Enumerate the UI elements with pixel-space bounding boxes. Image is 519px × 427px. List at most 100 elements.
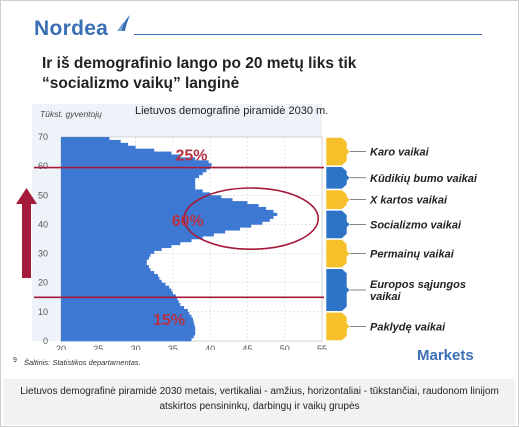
slide: Nordea Ir iš demografinio lango po 20 me… [4,4,515,378]
x-tick-label: 30 [131,344,141,350]
generation-bracket-1 [325,166,351,190]
generation-bracket-4 [325,239,351,268]
y-tick-label: 40 [38,219,48,229]
bar-age-10 [61,308,188,313]
bar-age-9 [61,311,190,316]
generation-label-2: X kartos vaikai [369,195,448,207]
bar-age-68 [61,139,121,144]
bar-age-56 [61,174,199,179]
y-tick-label: 10 [38,307,48,317]
bar-age-52 [61,186,196,190]
bar-age-54 [61,180,196,184]
generation-label-3: Socializmo vaikai [370,219,462,231]
bar-age-50 [61,192,211,196]
bar-age-11 [61,306,185,310]
nordea-sail-icon [117,15,130,31]
bar-age-43 [61,212,278,216]
markets-label: Markets [417,347,474,364]
bar-age-48 [61,198,233,202]
bar-age-17 [61,288,172,292]
bar-age-61 [61,160,209,164]
bar-age-23 [61,271,155,275]
percent-label: 15% [153,312,185,329]
bar-age-18 [61,285,170,289]
bar-age-22 [61,273,158,278]
age-arrow-head [16,188,37,204]
bar-age-44 [61,209,274,214]
highlight-ellipse [183,187,320,251]
bar-age-60 [61,163,212,167]
generation-bracket-3 [325,210,351,239]
pyramid-chart: 20 25 30 35 40 45 50 55 0 10 20 30 40 50 60 70 Lietuvos … [16,104,478,350]
bar-age-19 [61,282,166,286]
generation-bracket-6 [325,312,351,341]
bar-age-24 [61,268,151,272]
bar-age-30 [61,250,155,254]
chart-title: Lietuvos demografinė piramidė 2030 m. [135,105,328,117]
bar-age-21 [61,276,160,281]
bar-age-3 [61,329,196,333]
bar-age-13 [61,300,179,304]
bar-age-65 [61,148,155,152]
bar-age-51 [61,189,203,193]
generation-label-6: Paklydę vaikai [370,321,446,333]
generation-label-4: Permainų vaikai [370,249,455,261]
bar-age-28 [61,256,149,260]
generation-label-5: Europos sąjungos [370,279,466,291]
bar-age-39 [61,224,252,228]
bar-age-34 [61,239,192,243]
bar-age-1 [61,335,194,339]
bar-age-27 [61,259,147,263]
source-bullet: 9 [13,357,17,364]
y-axis-label: Tūkst. gyventojų [40,109,102,119]
y-tick-label: 70 [38,132,48,142]
bar-age-2 [61,332,196,336]
bar-age-46 [61,204,259,208]
age-arrow-shaft [22,203,31,278]
bar-age-41 [61,218,270,222]
generation-label-1: Kūdikių bumo vaikai [370,173,478,185]
bar-age-26 [61,262,147,266]
bar-age-31 [61,247,162,251]
bar-age-33 [61,241,181,246]
bar-age-35 [61,236,203,240]
y-tick-label: 0 [43,336,48,346]
bar-age-16 [61,291,173,295]
bar-age-66 [61,145,136,149]
bar-age-8 [61,314,192,318]
percent-label: 25% [175,147,207,164]
x-tick-label: 50 [280,344,290,350]
y-tick-label: 30 [38,249,48,259]
bar-age-6 [61,320,194,324]
bar-age-47 [61,201,248,205]
x-tick-label: 35 [168,344,178,350]
percent-label: 60% [172,213,204,230]
x-tick-label: 40 [205,344,215,350]
bar-age-38 [61,227,240,231]
nordea-logo: Nordea [34,17,109,40]
header-rule [134,34,482,35]
bar-age-49 [61,195,222,199]
bar-age-40 [61,221,263,225]
bar-age-4 [61,326,196,330]
generation-label-0: Karo vaikai [370,147,430,159]
bar-age-42 [61,215,274,219]
bar-age-63 [61,154,181,158]
bar-age-32 [61,244,172,249]
bar-age-15 [61,294,176,298]
bar-age-45 [61,206,267,211]
x-tick-label: 25 [93,344,103,350]
slide-title: Ir iš demografinio lango po 20 metų liks… [42,55,357,92]
bar-age-69 [61,137,110,141]
bar-age-20 [61,279,162,284]
bar-age-0 [61,338,192,342]
bar-age-14 [61,297,178,301]
bar-age-58 [61,169,207,173]
bar-age-64 [61,151,172,155]
x-tick-label: 55 [317,344,327,350]
y-tick-label: 50 [38,190,48,200]
bar-age-67 [61,142,129,147]
bar-age-7 [61,317,193,321]
bar-age-62 [61,157,196,161]
